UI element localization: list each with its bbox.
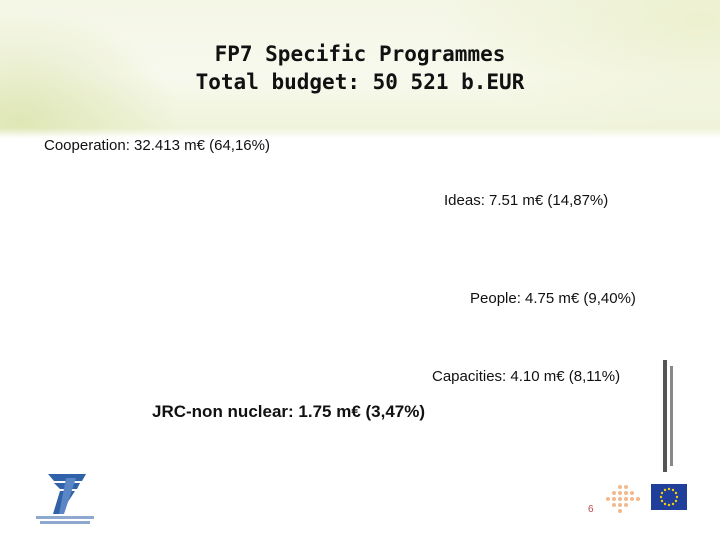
european-commission-logo xyxy=(663,360,673,472)
eu-flag-icon xyxy=(651,484,687,510)
label-jrc: JRC-non nuclear: 1.75 m€ (3,47%) xyxy=(152,402,426,421)
title-line-2: Total budget: 50 521 b.EUR xyxy=(195,70,525,94)
title-line-1: FP7 Specific Programmes xyxy=(214,42,506,66)
fp7-logo xyxy=(36,474,94,524)
slide-title: FP7 Specific Programmes Total budget: 50… xyxy=(110,40,610,96)
header-band xyxy=(0,0,720,138)
label-capacities: Capacities: 4.10 m€ (8,11%) xyxy=(432,368,621,385)
page-number: 6 xyxy=(588,504,594,515)
label-cooperation: Cooperation: 32.413 m€ (64,16%) xyxy=(44,137,270,154)
label-ideas: Ideas: 7.51 m€ (14,87%) xyxy=(444,192,609,209)
dots-icon xyxy=(606,485,640,513)
label-people: People: 4.75 m€ (9,40%) xyxy=(470,290,636,307)
